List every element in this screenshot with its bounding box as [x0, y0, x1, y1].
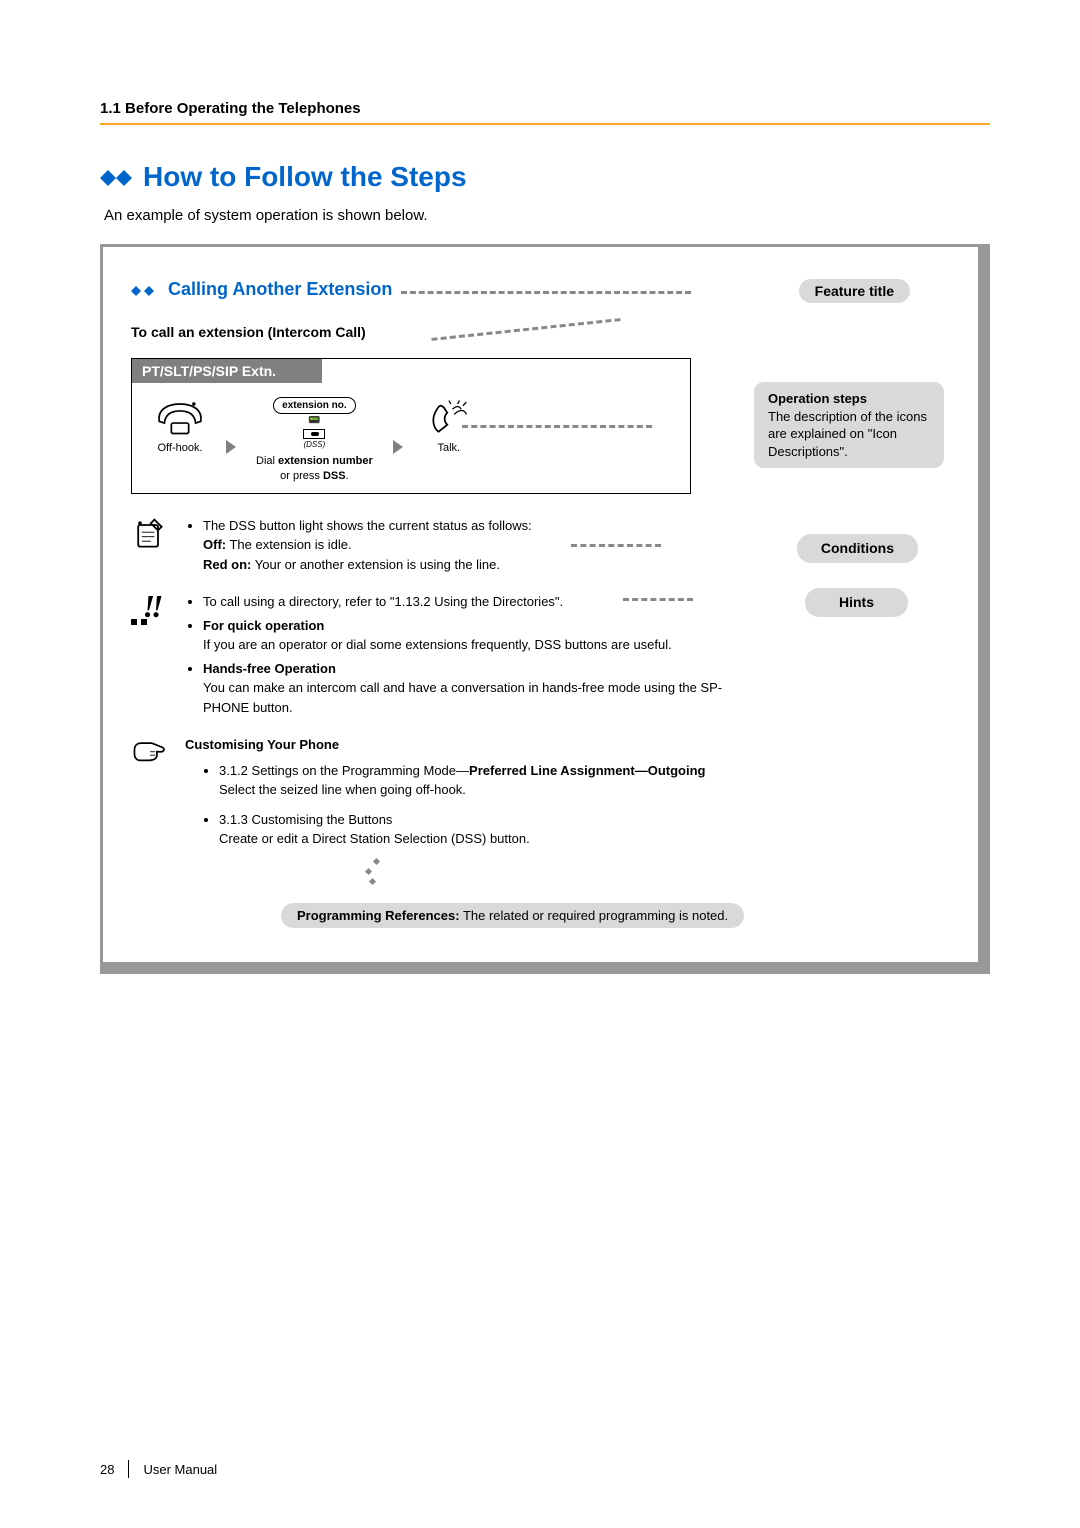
leader-line: [462, 425, 652, 428]
callout-conditions: Conditions: [797, 534, 918, 563]
page-footer: 28 User Manual: [100, 1460, 217, 1478]
hint2-b: For quick operation: [203, 618, 324, 633]
diamond-bullets-small-icon: [131, 285, 154, 295]
arrow-icon: [393, 440, 403, 454]
page-number: 28: [100, 1462, 114, 1477]
arrow-icon: [226, 440, 236, 454]
exclaim-icon: !!: [131, 592, 171, 721]
hint1: To call using a directory, refer to "1.1…: [203, 594, 563, 609]
operation-steps-box: PT/SLT/PS/SIP Extn. Off-hook. extension …: [131, 358, 691, 494]
programming-references: Programming References: The related or r…: [281, 903, 744, 928]
leader-line: [401, 291, 691, 294]
step-tab: PT/SLT/PS/SIP Extn.: [132, 359, 322, 383]
c1c: Select the seized line when going off-ho…: [219, 782, 466, 797]
dss-label: (DSS): [256, 440, 373, 450]
hint2-t: If you are an operator or dial some exte…: [203, 637, 672, 652]
callout-operation-steps: Operation steps The description of the i…: [754, 382, 944, 468]
dial-bold-1: extension number: [278, 455, 373, 467]
cond-off-b: Off:: [203, 537, 226, 552]
dial-period: .: [346, 470, 349, 482]
diamond-bullets-icon: [100, 169, 129, 185]
conditions-content: The DSS button light shows the current s…: [185, 516, 532, 579]
callout-ops-body: The description of the icons are explain…: [768, 408, 930, 461]
hint3-b: Hands-free Operation: [203, 661, 336, 676]
dial-bold-2: DSS: [323, 470, 346, 482]
dot-trail-icon: [356, 859, 950, 885]
step-dial: extension no. 📟 (DSS) Dial extension num…: [256, 397, 373, 483]
footer-label: User Manual: [143, 1462, 217, 1477]
step-body: Off-hook. extension no. 📟 (DSS) Dial ext…: [132, 383, 690, 493]
dial-text-1: Dial: [256, 455, 278, 467]
c2b: Create or edit a Direct Station Selectio…: [219, 831, 530, 846]
custom-row: Customising Your Phone 3.1.2 Settings on…: [131, 735, 950, 853]
callout-ops-title: Operation steps: [768, 390, 930, 408]
cond-line1: The DSS button light shows the current s…: [203, 518, 532, 533]
custom-content: Customising Your Phone 3.1.2 Settings on…: [185, 735, 805, 853]
c2a: 3.1.3 Customising the Buttons: [219, 812, 392, 827]
leader-line: [623, 598, 693, 601]
intercom-heading-text: To call an extension (Intercom Call): [131, 324, 366, 340]
cond-red-b: Red on:: [203, 557, 251, 572]
callout-feature-title: Feature title: [799, 279, 910, 303]
step-talk-label: Talk.: [423, 441, 475, 455]
dial-text-2: or press: [280, 470, 323, 482]
conditions-row: The DSS button light shows the current s…: [131, 516, 950, 579]
c1a: 3.1.2 Settings on the Programming Mode—: [219, 763, 469, 778]
footer-divider: [128, 1460, 129, 1478]
hints-row: !! To call using a directory, refer to "…: [131, 592, 950, 721]
progref-b: Programming References:: [297, 908, 460, 923]
custom-title: Customising Your Phone: [185, 735, 805, 755]
leader-line: [431, 318, 620, 341]
c1b: Preferred Line Assignment—Outgoing: [469, 763, 705, 778]
feature-title-row: Calling Another Extension Feature title: [131, 279, 950, 300]
page-title: How to Follow the Steps: [143, 161, 467, 193]
talk-icon: [423, 397, 475, 441]
feature-title: Calling Another Extension: [168, 279, 392, 300]
step-offhook-label: Off-hook.: [154, 441, 206, 455]
offhook-icon: [154, 397, 206, 441]
ext-bubble: extension no.: [273, 397, 355, 414]
step-offhook: Off-hook.: [154, 397, 206, 456]
cond-red-t: Your or another extension is using the l…: [251, 557, 500, 572]
intro-text: An example of system operation is shown …: [104, 207, 990, 224]
intercom-heading: To call an extension (Intercom Call): [131, 324, 950, 340]
progref-t: The related or required programming is n…: [460, 908, 729, 923]
callout-hints: Hints: [805, 588, 908, 617]
hint3-t: You can make an intercom call and have a…: [203, 680, 722, 715]
hints-content: To call using a directory, refer to "1.1…: [185, 592, 745, 721]
hand-point-icon: [131, 735, 171, 853]
leader-line: [571, 544, 661, 547]
example-frame: Calling Another Extension Feature title …: [100, 244, 990, 974]
section-header: 1.1 Before Operating the Telephones: [100, 100, 990, 125]
notepad-icon: [131, 516, 171, 579]
title-row: How to Follow the Steps: [100, 161, 990, 193]
cond-off-t: The extension is idle.: [226, 537, 352, 552]
dss-button-icon: [303, 429, 325, 439]
